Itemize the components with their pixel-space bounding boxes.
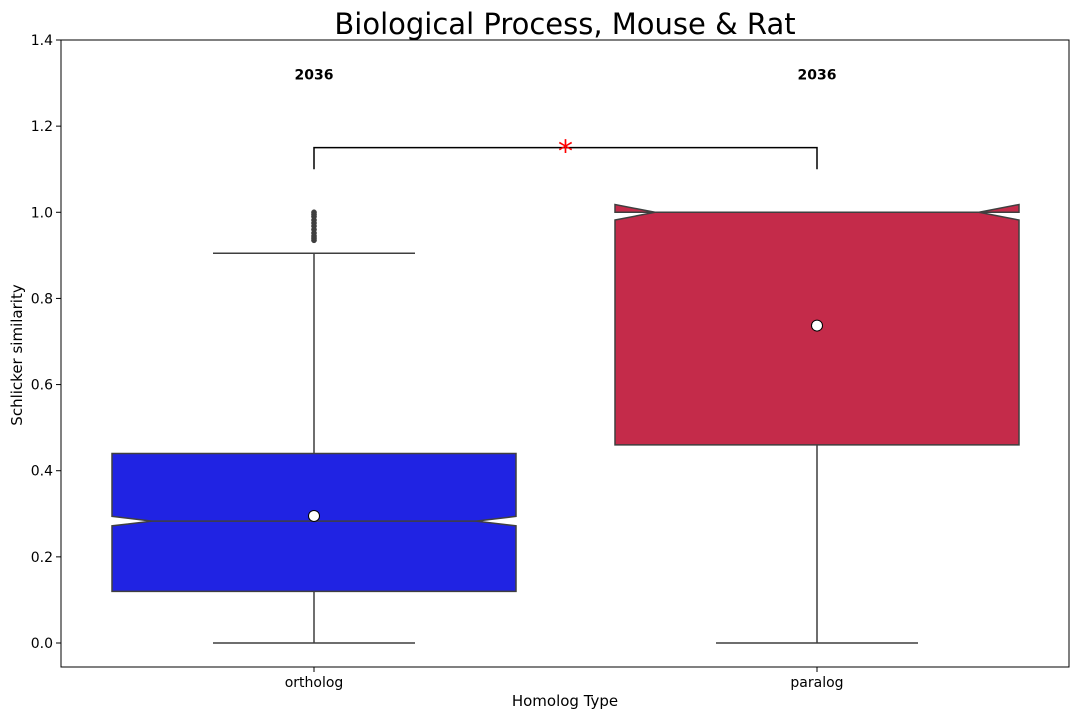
y-tick-label: 0.0 — [31, 636, 53, 652]
y-tick-label: 1.2 — [31, 119, 53, 135]
x-tick-label: ortholog — [285, 675, 344, 691]
y-tick-label: 0.2 — [31, 550, 53, 566]
box-ortholog — [111, 452, 517, 593]
y-tick-label: 0.4 — [31, 464, 53, 480]
annotations: 2036 2036 * — [295, 67, 837, 169]
significance-bracket — [313, 146, 818, 170]
outlier-point — [311, 209, 317, 216]
y-tick-label: 1.4 — [31, 33, 53, 49]
plot-frame — [60, 39, 1070, 668]
count-label: 2036 — [798, 67, 837, 83]
x-axis-label: Homolog Type — [512, 692, 618, 710]
mean-marker — [811, 319, 823, 332]
y-axis-label: Schlicker similarity — [8, 284, 26, 426]
y-tick-label: 0.6 — [31, 378, 53, 394]
chart-title: Biological Process, Mouse & Rat — [334, 7, 795, 41]
y-tick-label: 0.8 — [31, 291, 53, 307]
significance-marker: * — [558, 135, 573, 170]
y-tick-label: 1.0 — [31, 205, 53, 221]
mean-marker — [308, 509, 320, 522]
y-axis: 0.0 0.2 0.4 0.6 0.8 1.0 1.2 1.4 — [31, 33, 61, 652]
count-label: 2036 — [295, 67, 334, 83]
x-axis: ortholog paralog — [285, 667, 844, 691]
boxes — [111, 203, 1020, 644]
x-tick-label: paralog — [790, 675, 843, 691]
